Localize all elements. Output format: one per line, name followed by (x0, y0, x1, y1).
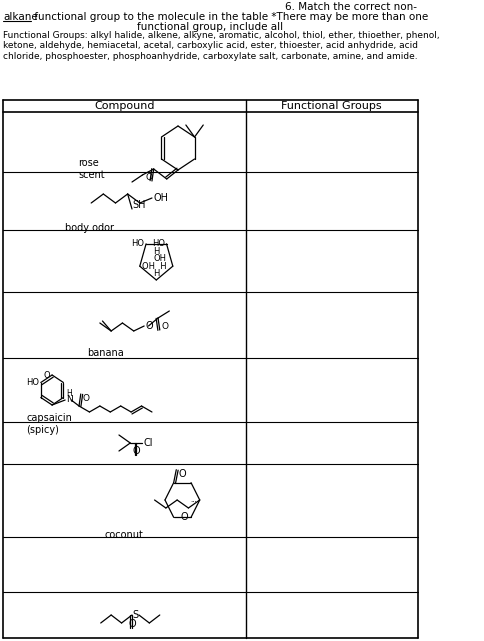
Text: OH  H: OH H (141, 262, 166, 271)
Text: S: S (133, 610, 139, 620)
Text: Cl: Cl (143, 438, 152, 448)
Text: O: O (146, 321, 153, 331)
Text: banana: banana (87, 348, 123, 358)
Text: functional group to the molecule in the table *There may be more than one: functional group to the molecule in the … (31, 12, 428, 22)
Text: O: O (178, 469, 185, 479)
Text: ....: .... (189, 497, 198, 503)
Text: coconut: coconut (104, 530, 143, 540)
Text: HO: HO (151, 239, 165, 248)
Text: O: O (146, 173, 152, 182)
Text: HO: HO (131, 239, 144, 248)
Text: rose
scent: rose scent (78, 158, 105, 179)
Text: SH: SH (133, 200, 146, 210)
Text: Functional Groups: alkyl halide, alkene, alkyne, aromatic, alcohol, thiol, ether: Functional Groups: alkyl halide, alkene,… (3, 31, 439, 61)
Text: Functional Groups: Functional Groups (281, 101, 381, 111)
Text: O: O (82, 394, 90, 403)
Text: OH: OH (153, 193, 168, 203)
Text: 6. Match the correct non-: 6. Match the correct non- (284, 2, 416, 12)
Text: O: O (44, 370, 50, 379)
Text: O: O (161, 322, 168, 331)
Text: H: H (153, 269, 159, 278)
Text: functional group, include all: functional group, include all (137, 22, 283, 32)
Text: H: H (153, 247, 159, 256)
Text: capsaicin
(spicy): capsaicin (spicy) (26, 413, 72, 435)
Text: alkane: alkane (3, 12, 38, 22)
Text: O: O (128, 619, 136, 629)
Text: OH: OH (153, 254, 166, 263)
Text: Compound: Compound (94, 101, 154, 111)
Text: O: O (180, 512, 187, 522)
Text: O: O (132, 446, 140, 456)
Text: body odor: body odor (65, 223, 114, 233)
Text: N: N (66, 395, 73, 404)
Text: HO: HO (26, 378, 39, 387)
Text: H: H (66, 390, 72, 399)
